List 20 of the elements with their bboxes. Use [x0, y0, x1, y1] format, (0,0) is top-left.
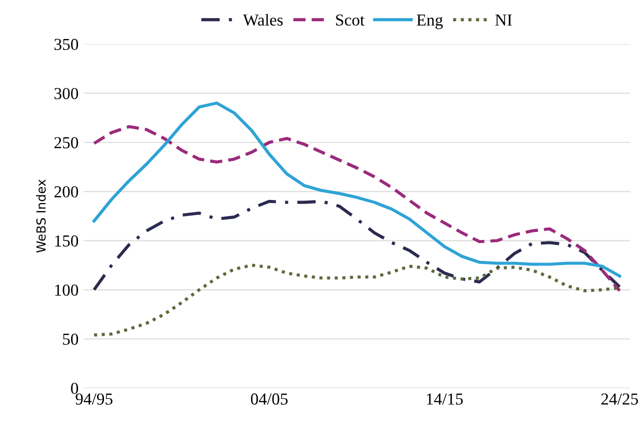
y-tick-label: 350: [54, 38, 78, 50]
y-tick-label: 150: [55, 235, 78, 247]
line-series: [92, 102, 622, 278]
x-tick-label: 94/95: [76, 393, 112, 405]
line-series: [92, 125, 622, 292]
y-tick-label: 0: [71, 382, 78, 394]
y-tick-label: 300: [54, 88, 78, 100]
x-tick-label: 14/15: [426, 394, 463, 405]
legend-label: Scot: [336, 14, 365, 26]
y-tick-label: 250: [54, 137, 78, 148]
legend-label: Wales: [243, 14, 283, 26]
y-tick-label: 200: [54, 186, 78, 198]
y-tick-label: 50: [63, 334, 78, 345]
x-tick-label: 04/05: [250, 393, 288, 405]
line-series: [92, 200, 622, 292]
legend-label: Eng: [416, 14, 443, 30]
legend-label: NI: [495, 14, 512, 26]
y-axis-title: WeBS Index: [36, 180, 46, 253]
x-tick-label: 24/25: [601, 393, 638, 405]
y-tick-label: 100: [55, 284, 78, 296]
